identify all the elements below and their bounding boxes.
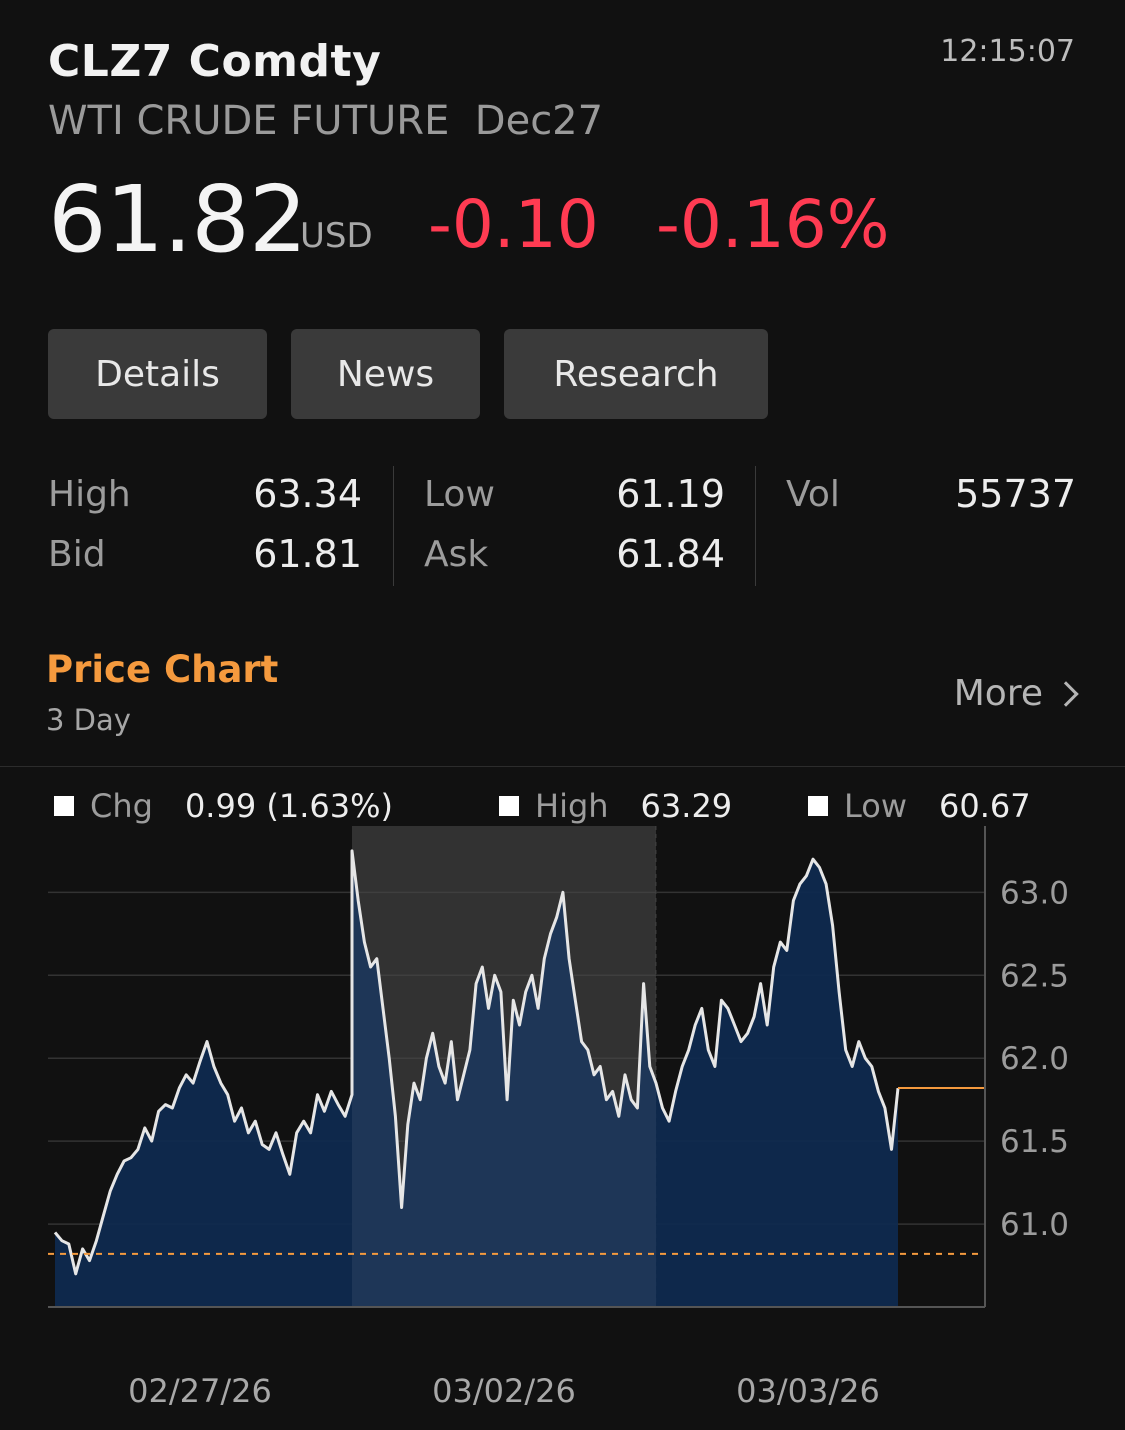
y-tick-label: 62.5	[1000, 958, 1069, 994]
bid-label: Bid	[48, 534, 106, 575]
chart-range-label: 3 Day	[46, 703, 131, 737]
x-tick-label: 03/02/26	[432, 1372, 576, 1410]
stats-divider	[393, 466, 394, 586]
high-label: High	[48, 474, 131, 515]
y-tick-label: 63.0	[1000, 875, 1069, 911]
legend-low-value: 60.67	[939, 787, 1031, 825]
section-divider	[0, 766, 1125, 767]
quote-stats: High 63.34 Bid 61.81 Low 61.19 Ask 61.84…	[0, 466, 1125, 586]
legend-square-icon	[499, 796, 519, 816]
price-chart-title: Price Chart	[46, 648, 279, 691]
more-label: More	[953, 673, 1043, 714]
legend-high: High 63.29	[499, 786, 732, 826]
legend-low-label: Low	[844, 787, 908, 825]
price-chart[interactable]: 61.0 61.5 62.0 62.5 63.0	[0, 826, 1125, 1316]
bid-value: 61.81	[253, 532, 362, 576]
legend-high-value: 63.29	[640, 787, 733, 825]
y-tick-label: 62.0	[1000, 1041, 1069, 1077]
currency-label: USD	[300, 216, 373, 256]
more-button[interactable]: More	[954, 673, 1081, 714]
legend-square-icon	[808, 796, 828, 816]
ask-value: 61.84	[616, 532, 725, 576]
y-tick-label: 61.5	[1000, 1124, 1069, 1160]
last-update-time: 12:15:07	[940, 34, 1075, 69]
stats-divider	[755, 466, 756, 586]
legend-square-icon	[54, 796, 74, 816]
net-change: -0.10	[428, 186, 599, 263]
x-tick-label: 02/27/26	[128, 1372, 272, 1410]
tab-details[interactable]: Details	[48, 329, 267, 419]
high-value: 63.34	[253, 472, 362, 516]
low-label: Low	[424, 474, 495, 515]
last-price: 61.82	[48, 166, 307, 273]
x-tick-label: 03/03/26	[736, 1372, 880, 1410]
instrument-description: WTI CRUDE FUTURE Dec27	[48, 98, 604, 144]
y-tick-label: 61.0	[1000, 1207, 1069, 1243]
legend-chg: Chg 0.99 (1.63%)	[54, 786, 393, 826]
chevron-right-icon	[1053, 680, 1079, 707]
tab-news[interactable]: News	[291, 329, 480, 419]
legend-chg-value: 0.99 (1.63%)	[184, 787, 393, 825]
percent-change: -0.16%	[656, 186, 890, 263]
legend-chg-label: Chg	[90, 787, 153, 825]
price-line	[53, 849, 900, 1276]
legend-high-label: High	[535, 787, 609, 825]
low-value: 61.19	[616, 472, 725, 516]
legend-low: Low 60.67	[808, 786, 1031, 826]
price-area	[55, 850, 898, 1307]
ticker-symbol: CLZ7 Comdty	[48, 36, 382, 87]
tab-research[interactable]: Research	[504, 329, 768, 419]
ask-label: Ask	[424, 534, 489, 575]
vol-value: 55737	[955, 472, 1076, 516]
price-row: 61.82 USD -0.10 -0.16%	[48, 166, 1088, 273]
vol-label: Vol	[786, 474, 840, 515]
